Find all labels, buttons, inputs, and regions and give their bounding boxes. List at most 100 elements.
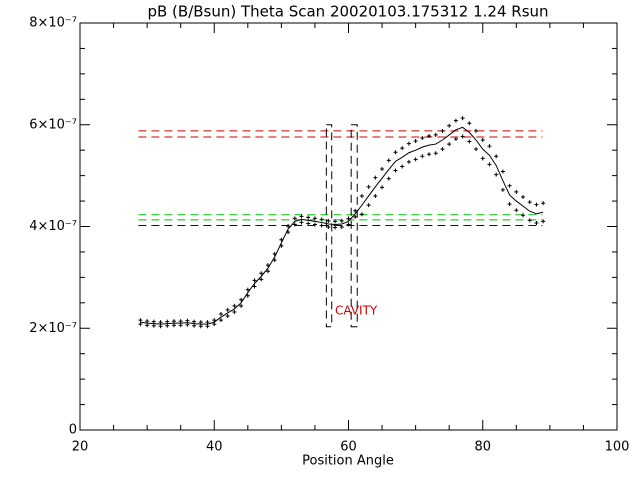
data-point <box>171 319 176 324</box>
data-point <box>239 297 244 302</box>
data-point <box>158 324 163 329</box>
data-point <box>225 314 230 319</box>
data-point <box>346 222 351 227</box>
data-point <box>534 220 539 225</box>
data-point <box>380 185 385 190</box>
data-point <box>366 203 371 208</box>
data-point <box>212 322 217 327</box>
data-point <box>487 144 492 149</box>
data-point <box>427 133 432 138</box>
data-point <box>145 319 150 324</box>
x-tick-label: 80 <box>474 440 491 455</box>
data-point <box>212 318 217 323</box>
data-point <box>198 320 203 325</box>
data-point <box>299 220 304 225</box>
data-point <box>386 176 391 181</box>
data-point <box>265 269 270 274</box>
data-point <box>279 237 284 242</box>
y-tick-label: 2×10⁻⁷ <box>29 321 77 336</box>
data-point <box>252 284 257 289</box>
data-point <box>453 118 458 123</box>
data-point <box>393 168 398 173</box>
data-point <box>185 318 190 323</box>
y-tick-label: 4×10⁻⁷ <box>29 219 77 234</box>
data-point <box>265 263 270 268</box>
data-point <box>440 128 445 133</box>
data-point <box>380 167 385 172</box>
cavity-box <box>350 124 358 328</box>
data-point <box>312 216 317 221</box>
data-point <box>326 218 331 223</box>
data-point <box>447 142 452 147</box>
data-point <box>541 219 546 224</box>
data-point <box>500 169 505 174</box>
data-point <box>373 193 378 198</box>
data-point <box>433 151 438 156</box>
y-tick-label: 8×10⁻⁷ <box>29 16 77 31</box>
data-point <box>521 194 526 199</box>
data-point <box>480 156 485 161</box>
data-point <box>514 189 519 194</box>
data-point <box>145 323 150 328</box>
data-point <box>521 213 526 218</box>
data-point <box>527 218 532 223</box>
x-tick-label: 40 <box>206 440 223 455</box>
data-point <box>507 183 512 188</box>
data-point <box>406 141 411 146</box>
data-point <box>460 134 465 139</box>
data-point <box>239 303 244 308</box>
x-tick-label: 100 <box>605 440 630 455</box>
data-point <box>346 216 351 221</box>
data-point <box>192 323 197 328</box>
data-point <box>312 222 317 227</box>
data-point <box>326 225 331 230</box>
data-point <box>158 320 163 325</box>
data-point <box>245 293 250 298</box>
data-point <box>171 323 176 328</box>
data-point <box>292 222 297 227</box>
data-point <box>299 214 304 219</box>
cavity-box <box>325 124 333 328</box>
data-point <box>279 243 284 248</box>
data-point <box>494 154 499 159</box>
data-point <box>427 152 432 157</box>
data-point <box>534 202 539 207</box>
data-point <box>480 138 485 143</box>
data-point <box>185 322 190 327</box>
data-point <box>359 212 364 217</box>
data-point <box>245 287 250 292</box>
data-point <box>165 319 170 324</box>
data-point <box>218 318 223 323</box>
data-point <box>527 200 532 205</box>
data-point <box>319 217 324 222</box>
data-point <box>440 147 445 152</box>
y-tick-label: 6×10⁻⁷ <box>29 117 77 132</box>
plot-frame <box>79 22 618 431</box>
data-point <box>165 323 170 328</box>
data-point <box>306 215 311 220</box>
data-point <box>286 223 291 228</box>
data-point <box>205 320 210 325</box>
data-point <box>393 150 398 155</box>
data-point <box>138 322 143 327</box>
data-point <box>400 146 405 151</box>
data-point <box>138 318 143 323</box>
data-point <box>447 123 452 128</box>
data-point <box>198 324 203 329</box>
x-axis-label: Position Angle <box>302 454 394 469</box>
data-point <box>339 218 344 223</box>
data-point <box>353 208 358 213</box>
data-point <box>252 278 257 283</box>
smoothed-line <box>140 126 544 325</box>
data-point <box>413 139 418 144</box>
data-point <box>232 303 237 308</box>
data-point <box>474 128 479 133</box>
data-point <box>151 319 156 324</box>
data-point <box>272 251 277 256</box>
data-point <box>205 324 210 329</box>
y-tick-label: 0 <box>69 423 77 438</box>
data-point <box>420 154 425 159</box>
data-point <box>192 319 197 324</box>
data-point <box>366 184 371 189</box>
data-point <box>353 214 358 219</box>
